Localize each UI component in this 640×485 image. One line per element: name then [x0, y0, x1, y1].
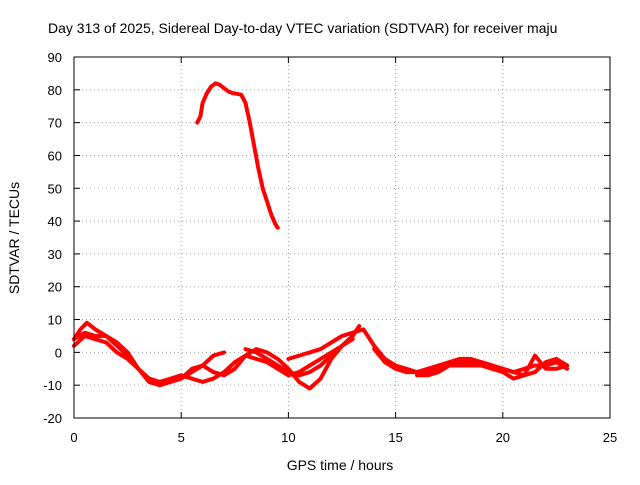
series-line-track-a	[72, 320, 227, 388]
y-tick-label: 60	[48, 148, 62, 163]
series-line-satellite-track-high	[195, 81, 280, 230]
grid-layer	[74, 57, 610, 418]
y-tick-label: -20	[43, 411, 62, 426]
x-tick-label: 20	[496, 430, 510, 445]
x-tick-label: 5	[178, 430, 185, 445]
y-tick-label: -10	[43, 378, 62, 393]
chart-title: Day 313 of 2025, Sidereal Day-to-day VTE…	[48, 20, 557, 36]
y-tick-label: 70	[48, 116, 62, 131]
series-line-track-b	[72, 334, 355, 391]
series-line-track-f	[372, 347, 570, 378]
tick-layer: 0 5 10 15 20 25 -20 -10 0 10 20 30 40 50 60 70 80 90	[43, 50, 617, 445]
x-tick-label: 25	[603, 430, 617, 445]
y-tick-label: 20	[48, 280, 62, 295]
series-line-track-e	[286, 327, 570, 375]
x-tick-label: 15	[388, 430, 402, 445]
x-axis-label: GPS time / hours	[287, 457, 394, 473]
series-line-track-g	[415, 353, 570, 381]
series-line-track-c	[72, 330, 355, 384]
series-layer	[72, 81, 570, 391]
y-tick-label: 90	[48, 50, 62, 65]
y-tick-label: 80	[48, 83, 62, 98]
x-tick-label: 10	[281, 430, 295, 445]
y-tick-label: 40	[48, 214, 62, 229]
y-tick-label: 50	[48, 181, 62, 196]
y-tick-label: 0	[55, 345, 62, 360]
plot-frame	[73, 56, 611, 419]
series-line-track-d	[243, 324, 362, 378]
x-tick-label: 0	[70, 430, 77, 445]
y-tick-label: 30	[48, 247, 62, 262]
y-tick-label: 10	[48, 313, 62, 328]
y-axis-label: SDTVAR / TECUs	[6, 182, 22, 294]
